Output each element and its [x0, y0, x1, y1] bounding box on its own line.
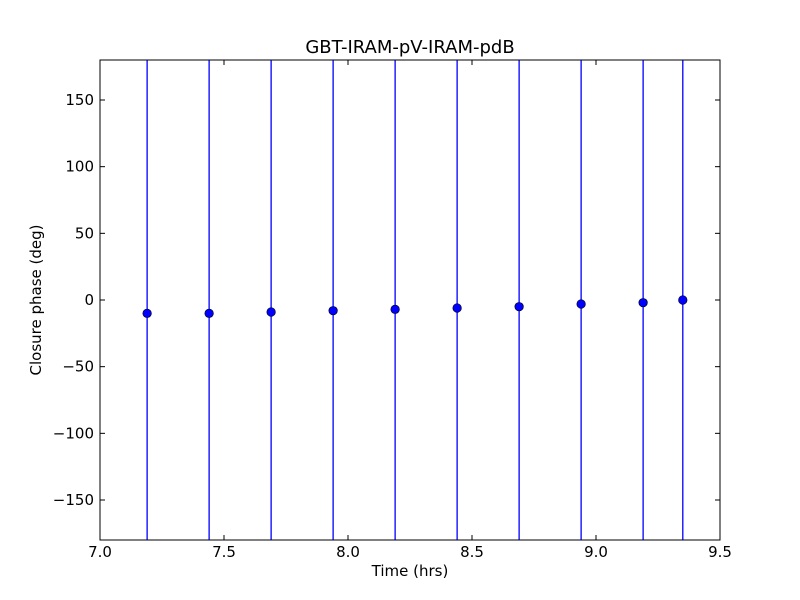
plot-area-frame — [99, 59, 721, 541]
y-tick-label: 100 — [65, 158, 94, 176]
x-tick-label: 7.5 — [212, 543, 236, 561]
data-point — [638, 298, 648, 308]
error-bars — [146, 60, 684, 540]
x-tick-label: 9.0 — [584, 543, 608, 561]
chart-title: GBT-IRAM-pV-IRAM-pdB — [305, 37, 514, 58]
data-point — [452, 303, 462, 313]
data-point — [390, 304, 400, 314]
x-axis-label: Time (hrs) — [371, 562, 449, 580]
x-tick-label: 9.5 — [708, 543, 732, 561]
y-axis-label: Closure phase (deg) — [27, 225, 45, 376]
y-tick-label: 150 — [65, 91, 94, 109]
data-point — [266, 307, 276, 317]
x-tick-label: 7.0 — [88, 543, 112, 561]
x-tick-label: 8.0 — [336, 543, 360, 561]
y-axis: 150 100 50 0 −50 −100 −150 — [53, 91, 720, 509]
x-tick-label: 8.5 — [460, 543, 484, 561]
y-tick-label: −150 — [53, 491, 94, 509]
data-point — [678, 295, 688, 305]
y-tick-label: 0 — [84, 291, 94, 309]
x-axis: 7.0 7.5 8.0 8.5 9.0 9.5 — [88, 60, 732, 561]
data-point — [328, 306, 338, 316]
y-tick-label: −100 — [53, 424, 94, 442]
data-point — [576, 299, 586, 309]
data-point — [514, 302, 524, 312]
data-point — [142, 308, 152, 318]
data-points — [142, 295, 688, 318]
y-tick-label: −50 — [62, 358, 94, 376]
y-tick-label: 50 — [75, 224, 94, 242]
data-point — [204, 308, 214, 318]
